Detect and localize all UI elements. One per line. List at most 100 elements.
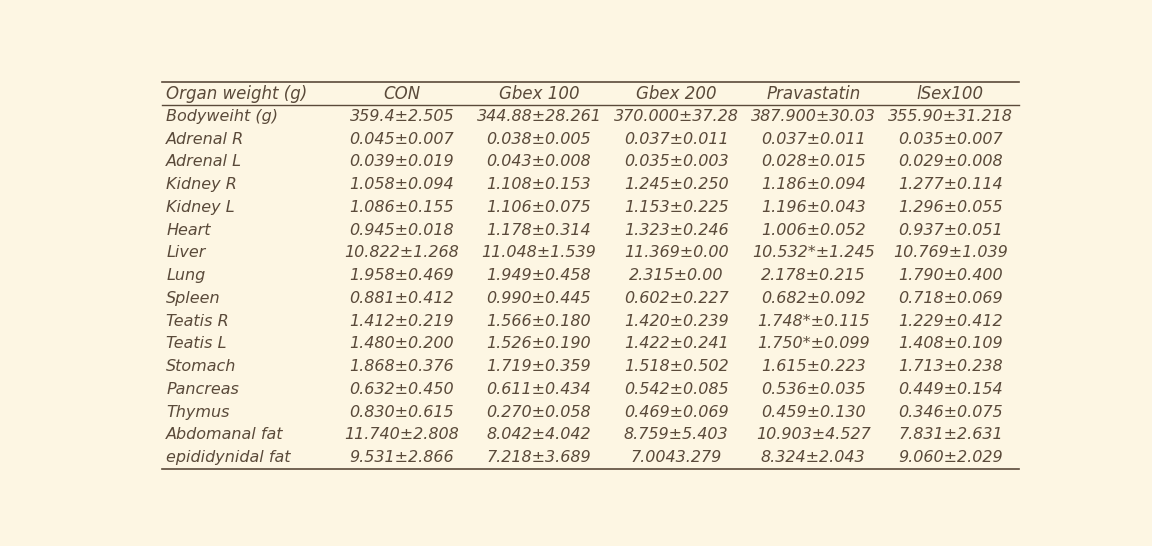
- Text: 0.830±0.615: 0.830±0.615: [349, 405, 454, 420]
- Text: 1.868±0.376: 1.868±0.376: [349, 359, 454, 374]
- Text: 0.039±0.019: 0.039±0.019: [349, 155, 454, 169]
- Text: 11.369±0.00: 11.369±0.00: [623, 246, 728, 260]
- Text: 10.903±4.527: 10.903±4.527: [756, 428, 871, 442]
- Text: 1.178±0.314: 1.178±0.314: [486, 223, 591, 238]
- Text: 0.990±0.445: 0.990±0.445: [486, 291, 591, 306]
- Text: 1.196±0.043: 1.196±0.043: [761, 200, 865, 215]
- Text: Lung: Lung: [166, 268, 205, 283]
- Text: 0.037±0.011: 0.037±0.011: [761, 132, 865, 147]
- Text: 0.718±0.069: 0.718±0.069: [899, 291, 1002, 306]
- Text: Organ weight (g): Organ weight (g): [166, 85, 308, 103]
- Text: 1.245±0.250: 1.245±0.250: [623, 177, 728, 192]
- Text: 0.270±0.058: 0.270±0.058: [486, 405, 591, 420]
- Text: Teatis L: Teatis L: [166, 336, 227, 352]
- Text: Spleen: Spleen: [166, 291, 221, 306]
- Text: 1.277±0.114: 1.277±0.114: [899, 177, 1002, 192]
- Text: 344.88±28.261: 344.88±28.261: [477, 109, 601, 124]
- Text: 1.480±0.200: 1.480±0.200: [349, 336, 454, 352]
- Text: 0.945±0.018: 0.945±0.018: [349, 223, 454, 238]
- Text: 1.615±0.223: 1.615±0.223: [761, 359, 865, 374]
- Text: 1.420±0.239: 1.420±0.239: [623, 314, 728, 329]
- Text: 1.006±0.052: 1.006±0.052: [761, 223, 865, 238]
- Text: Pancreas: Pancreas: [166, 382, 240, 397]
- Text: 0.037±0.011: 0.037±0.011: [623, 132, 728, 147]
- Text: 0.029±0.008: 0.029±0.008: [899, 155, 1002, 169]
- Text: Abdomanal fat: Abdomanal fat: [166, 428, 283, 442]
- Text: 0.035±0.007: 0.035±0.007: [899, 132, 1002, 147]
- Text: 1.566±0.180: 1.566±0.180: [486, 314, 591, 329]
- Text: 11.740±2.808: 11.740±2.808: [344, 428, 460, 442]
- Text: 1.713±0.238: 1.713±0.238: [899, 359, 1002, 374]
- Text: 355.90±31.218: 355.90±31.218: [888, 109, 1013, 124]
- Text: 1.408±0.109: 1.408±0.109: [899, 336, 1002, 352]
- Text: CON: CON: [384, 85, 420, 103]
- Text: 1.518±0.502: 1.518±0.502: [623, 359, 728, 374]
- Text: Stomach: Stomach: [166, 359, 236, 374]
- Text: 0.542±0.085: 0.542±0.085: [623, 382, 728, 397]
- Text: 1.748*±0.115: 1.748*±0.115: [757, 314, 870, 329]
- Text: 0.346±0.075: 0.346±0.075: [899, 405, 1002, 420]
- Text: Kidney R: Kidney R: [166, 177, 237, 192]
- Text: 10.769±1.039: 10.769±1.039: [893, 246, 1008, 260]
- Text: 1.296±0.055: 1.296±0.055: [899, 200, 1002, 215]
- Text: 2.178±0.215: 2.178±0.215: [761, 268, 865, 283]
- Text: 7.218±3.689: 7.218±3.689: [486, 450, 591, 465]
- Text: 370.000±37.28: 370.000±37.28: [614, 109, 738, 124]
- Text: 1.086±0.155: 1.086±0.155: [349, 200, 454, 215]
- Text: 1.106±0.075: 1.106±0.075: [486, 200, 591, 215]
- Text: 0.682±0.092: 0.682±0.092: [761, 291, 865, 306]
- Text: 0.449±0.154: 0.449±0.154: [899, 382, 1002, 397]
- Text: 9.060±2.029: 9.060±2.029: [899, 450, 1002, 465]
- Text: 1.750*±0.099: 1.750*±0.099: [757, 336, 870, 352]
- Text: 8.324±2.043: 8.324±2.043: [761, 450, 865, 465]
- Text: 9.531±2.866: 9.531±2.866: [349, 450, 454, 465]
- Text: Adrenal R: Adrenal R: [166, 132, 244, 147]
- Text: 8.759±5.403: 8.759±5.403: [623, 428, 728, 442]
- Text: 7.0043.279: 7.0043.279: [630, 450, 722, 465]
- Text: 0.038±0.005: 0.038±0.005: [486, 132, 591, 147]
- Text: Kidney L: Kidney L: [166, 200, 235, 215]
- Text: 1.958±0.469: 1.958±0.469: [349, 268, 454, 283]
- Text: 1.719±0.359: 1.719±0.359: [486, 359, 591, 374]
- Text: 8.042±4.042: 8.042±4.042: [486, 428, 591, 442]
- Text: 2.315±0.00: 2.315±0.00: [629, 268, 723, 283]
- Text: 0.469±0.069: 0.469±0.069: [623, 405, 728, 420]
- Text: Adrenal L: Adrenal L: [166, 155, 242, 169]
- Text: 1.790±0.400: 1.790±0.400: [899, 268, 1002, 283]
- Text: 359.4±2.505: 359.4±2.505: [349, 109, 454, 124]
- Text: Gbex 200: Gbex 200: [636, 85, 717, 103]
- Text: 387.900±30.03: 387.900±30.03: [751, 109, 876, 124]
- Text: 1.108±0.153: 1.108±0.153: [486, 177, 591, 192]
- Text: 1.422±0.241: 1.422±0.241: [623, 336, 728, 352]
- Text: 0.045±0.007: 0.045±0.007: [349, 132, 454, 147]
- Text: 7.831±2.631: 7.831±2.631: [899, 428, 1002, 442]
- Text: 1.412±0.219: 1.412±0.219: [349, 314, 454, 329]
- Text: 1.949±0.458: 1.949±0.458: [486, 268, 591, 283]
- Text: 11.048±1.539: 11.048±1.539: [482, 246, 597, 260]
- Text: Pravastatin: Pravastatin: [766, 85, 861, 103]
- Text: Teatis R: Teatis R: [166, 314, 229, 329]
- Text: 10.822±1.268: 10.822±1.268: [344, 246, 460, 260]
- Text: 1.153±0.225: 1.153±0.225: [623, 200, 728, 215]
- Text: 1.229±0.412: 1.229±0.412: [899, 314, 1002, 329]
- Text: 1.186±0.094: 1.186±0.094: [761, 177, 865, 192]
- Text: 0.043±0.008: 0.043±0.008: [486, 155, 591, 169]
- Text: 0.035±0.003: 0.035±0.003: [623, 155, 728, 169]
- Text: 0.536±0.035: 0.536±0.035: [761, 382, 865, 397]
- Text: epididynidal fat: epididynidal fat: [166, 450, 290, 465]
- Text: lSex100: lSex100: [917, 85, 984, 103]
- Text: 1.323±0.246: 1.323±0.246: [623, 223, 728, 238]
- Text: 0.937±0.051: 0.937±0.051: [899, 223, 1002, 238]
- Text: 0.881±0.412: 0.881±0.412: [349, 291, 454, 306]
- Text: Thymus: Thymus: [166, 405, 229, 420]
- Text: 0.602±0.227: 0.602±0.227: [623, 291, 728, 306]
- Text: 0.459±0.130: 0.459±0.130: [761, 405, 865, 420]
- Text: 0.632±0.450: 0.632±0.450: [349, 382, 454, 397]
- Text: 10.532*±1.245: 10.532*±1.245: [752, 246, 874, 260]
- Text: 1.526±0.190: 1.526±0.190: [486, 336, 591, 352]
- Text: 1.058±0.094: 1.058±0.094: [349, 177, 454, 192]
- Text: Gbex 100: Gbex 100: [499, 85, 579, 103]
- Text: 0.028±0.015: 0.028±0.015: [761, 155, 865, 169]
- Text: 0.611±0.434: 0.611±0.434: [486, 382, 591, 397]
- Text: Bodyweiht (g): Bodyweiht (g): [166, 109, 279, 124]
